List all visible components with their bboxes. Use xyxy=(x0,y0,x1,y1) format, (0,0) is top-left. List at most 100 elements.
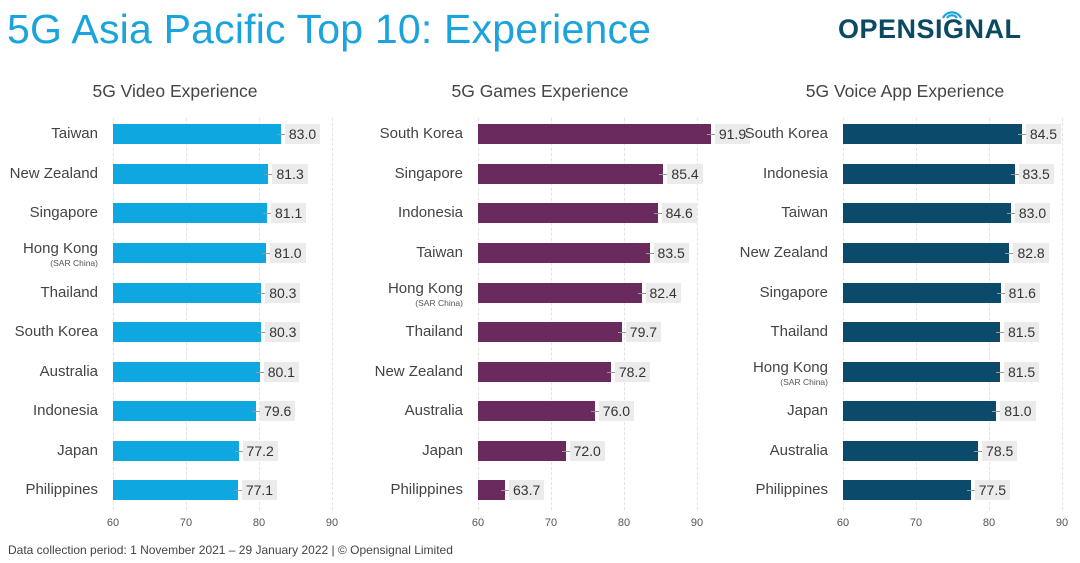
category-label: Indonesia xyxy=(762,165,828,182)
value-label: 77.1 xyxy=(241,480,278,500)
data-bar xyxy=(113,441,239,461)
data-bar xyxy=(843,401,997,421)
data-bar xyxy=(843,164,1015,184)
value-label: 81.6 xyxy=(1004,283,1040,303)
category-label: New Zealand xyxy=(9,165,98,182)
confidence-interval xyxy=(264,174,273,175)
confidence-interval xyxy=(276,134,285,135)
data-bar xyxy=(478,401,595,421)
data-bar xyxy=(478,480,505,500)
category-label: Philippines xyxy=(755,481,828,498)
confidence-interval xyxy=(501,490,509,491)
x-axis-tick: 70 xyxy=(544,517,558,529)
logo-text: OPENSIGNAL xyxy=(838,14,1022,44)
value-label: 78.5 xyxy=(982,441,1018,461)
value-label: 85.4 xyxy=(667,164,703,184)
confidence-interval xyxy=(992,411,1001,412)
x-axis-tick: 90 xyxy=(1055,517,1069,529)
confidence-interval xyxy=(1010,174,1019,175)
data-bar xyxy=(478,124,711,144)
confidence-interval xyxy=(263,213,272,214)
footer-note: Data collection period: 1 November 2021 … xyxy=(8,543,453,557)
value-label: 83.0 xyxy=(1014,203,1051,223)
value-label: 84.6 xyxy=(661,203,697,223)
data-bar xyxy=(843,283,1001,303)
value-label: 91.9 xyxy=(714,124,751,144)
data-bar xyxy=(843,243,1010,263)
confidence-interval xyxy=(617,332,626,333)
chart-title-voice: 5G Voice App Experience xyxy=(805,81,1005,101)
data-bar xyxy=(478,164,664,184)
category-label: Philippines xyxy=(25,481,98,498)
gridline xyxy=(186,118,187,510)
gridline xyxy=(332,118,333,510)
data-bar xyxy=(113,401,257,421)
category-label: Japan xyxy=(57,442,98,459)
data-bar xyxy=(113,480,238,500)
category-label: Taiwan xyxy=(51,125,98,142)
confidence-interval xyxy=(234,451,243,452)
category-label: South Korea xyxy=(379,125,463,142)
value-label: 79.6 xyxy=(260,401,296,421)
gridline xyxy=(624,118,625,510)
category-label: Singapore xyxy=(394,165,463,182)
confidence-interval xyxy=(257,332,266,333)
x-axis-tick: 90 xyxy=(690,517,704,529)
category-label: Thailand xyxy=(770,323,828,340)
data-bar xyxy=(478,243,650,263)
category-label: Australia xyxy=(769,442,828,459)
category-label: Singapore xyxy=(759,284,828,301)
category-label: Hong Kong xyxy=(752,359,828,376)
confidence-interval xyxy=(996,293,1005,294)
gridline xyxy=(989,118,990,510)
category-label: Japan xyxy=(422,442,463,459)
data-bar xyxy=(843,322,1000,342)
value-label: 77.5 xyxy=(974,480,1010,500)
confidence-interval xyxy=(1006,213,1015,214)
data-bar xyxy=(478,322,622,342)
confidence-interval xyxy=(590,411,599,412)
value-label: 77.2 xyxy=(242,441,278,461)
confidence-interval xyxy=(255,372,264,373)
category-sublabel: (SAR China) xyxy=(50,258,98,268)
category-label: South Korea xyxy=(14,323,98,340)
value-label: 81.3 xyxy=(272,164,308,184)
confidence-interval xyxy=(257,293,266,294)
value-label: 83.5 xyxy=(653,243,689,263)
x-axis-tick: 80 xyxy=(982,517,996,529)
value-label: 81.1 xyxy=(271,203,307,223)
gridline xyxy=(916,118,917,510)
value-label: 63.7 xyxy=(509,480,545,500)
category-label: Thailand xyxy=(40,284,98,301)
value-label: 81.5 xyxy=(1003,362,1040,382)
value-label: 80.3 xyxy=(265,322,301,342)
data-bar xyxy=(113,243,267,263)
category-sublabel: (SAR China) xyxy=(780,377,828,387)
value-label: 79.7 xyxy=(625,322,662,342)
wifi-signal-icon xyxy=(942,11,962,19)
value-label: 81.0 xyxy=(270,243,306,263)
confidence-interval xyxy=(659,174,668,175)
category-label: Hong Kong xyxy=(22,240,98,257)
data-bar xyxy=(113,164,269,184)
confidence-interval xyxy=(233,490,242,491)
category-label: Thailand xyxy=(405,323,463,340)
confidence-interval xyxy=(252,411,261,412)
opensignal-logo: OPENSIGNAL xyxy=(838,11,1022,45)
confidence-interval xyxy=(606,372,615,373)
data-bar xyxy=(843,124,1022,144)
confidence-interval xyxy=(1017,134,1026,135)
data-bar xyxy=(113,322,262,342)
data-bar xyxy=(113,283,262,303)
value-label: 80.3 xyxy=(265,283,301,303)
data-bar xyxy=(113,362,260,382)
confidence-interval xyxy=(262,253,271,254)
value-label: 80.1 xyxy=(263,362,299,382)
value-label: 83.5 xyxy=(1018,164,1054,184)
data-bar xyxy=(478,203,658,223)
value-label: 81.0 xyxy=(1000,401,1036,421)
category-label: Philippines xyxy=(390,481,463,498)
confidence-interval xyxy=(637,293,646,294)
data-bar xyxy=(843,480,971,500)
x-axis-tick: 60 xyxy=(471,517,485,529)
